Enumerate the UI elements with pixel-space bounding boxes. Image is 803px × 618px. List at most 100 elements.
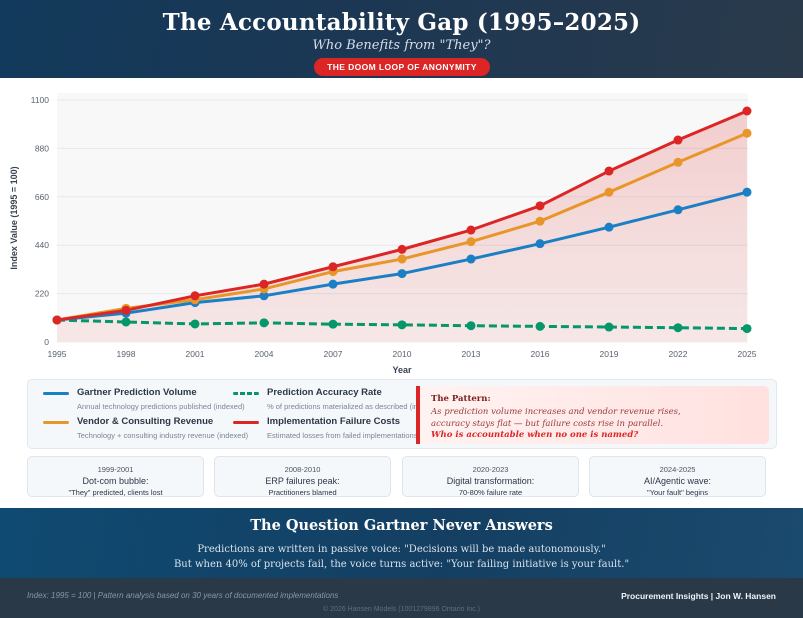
y-tick-label: 440 bbox=[35, 240, 49, 250]
timeline-detail: "They" predicted, clients lost bbox=[68, 488, 163, 497]
x-tick-label: 2022 bbox=[669, 349, 688, 359]
x-tick-label: 2016 bbox=[531, 349, 550, 359]
data-point bbox=[535, 321, 545, 331]
timeline-years: 2024-2025 bbox=[659, 465, 696, 474]
y-axis-label: Index Value (1995 = 100) bbox=[9, 166, 19, 269]
timeline-detail: Practitioners blamed bbox=[268, 488, 337, 497]
data-point bbox=[535, 201, 545, 211]
data-point bbox=[466, 225, 476, 235]
timeline-detail: "Your fault" begins bbox=[647, 488, 708, 497]
data-point bbox=[673, 205, 683, 215]
footer-copyright: © 2026 Hansen Models (1001279896 Ontario… bbox=[323, 606, 480, 613]
chart-svg: 0 220 440 660 880 1100 1995 1998 2001 2004 2007 20… bbox=[9, 93, 757, 375]
timeline-card: 2024-2025 AI/Agentic wave: "Your fault" … bbox=[589, 456, 766, 497]
data-point bbox=[328, 279, 338, 289]
data-point bbox=[328, 262, 338, 272]
timeline-headline: Dot-com bubble: bbox=[82, 476, 149, 486]
legend-title: Prediction Accuracy Rate bbox=[267, 387, 382, 398]
legend-title: Gartner Prediction Volume bbox=[77, 387, 197, 398]
series-points bbox=[52, 106, 752, 334]
footer-brand: Procurement Insights | Jon W. Hansen bbox=[621, 591, 776, 601]
data-point bbox=[535, 216, 545, 226]
data-point bbox=[604, 322, 614, 332]
timeline-card: 1999-2001 Dot-com bubble: "They" predict… bbox=[27, 456, 204, 497]
data-point bbox=[328, 319, 338, 329]
data-point bbox=[673, 323, 683, 333]
footer-note: Index: 1995 = 100 | Pattern analysis bas… bbox=[27, 591, 339, 600]
series-area-fill bbox=[57, 111, 747, 342]
data-point bbox=[466, 237, 476, 247]
data-point bbox=[259, 291, 269, 301]
page-title: The Accountability Gap (1995–2025) bbox=[162, 9, 641, 36]
legend-swatch-green-dashed bbox=[233, 392, 259, 395]
question-banner: The Question Gartner Never Answers Predi… bbox=[0, 508, 803, 578]
data-point bbox=[121, 317, 131, 327]
timeline-years: 1999-2001 bbox=[97, 465, 134, 474]
x-tick-labels: 1995 1998 2001 2004 2007 2010 2013 2016 2019 2022… bbox=[48, 349, 757, 359]
data-point bbox=[397, 244, 407, 254]
legend-swatch-blue bbox=[43, 392, 69, 395]
question-line-2: But when 40% of projects fail, the voice… bbox=[173, 559, 630, 570]
legend-swatch-orange bbox=[43, 421, 69, 424]
pattern-question: Who is accountable when no one is named? bbox=[431, 430, 639, 440]
legend-title: Implementation Failure Costs bbox=[267, 416, 401, 427]
x-tick-label: 2007 bbox=[324, 349, 343, 359]
footer: Index: 1995 = 100 | Pattern analysis bas… bbox=[0, 578, 803, 618]
data-point bbox=[259, 279, 269, 289]
timeline-card: 2008-2010 ERP failures peak: Practitione… bbox=[214, 456, 391, 497]
x-tick-label: 2019 bbox=[600, 349, 619, 359]
series-line-prediction-accuracy-rate bbox=[56, 318, 748, 331]
data-point bbox=[466, 321, 476, 331]
data-point bbox=[190, 291, 200, 301]
x-tick-label: 2013 bbox=[462, 349, 481, 359]
timeline-years: 2008-2010 bbox=[284, 465, 321, 474]
legend-desc: Estimated losses from failed implementat… bbox=[267, 431, 417, 440]
data-point bbox=[397, 269, 407, 279]
y-tick-label: 660 bbox=[35, 192, 49, 202]
x-tick-label: 1998 bbox=[117, 349, 136, 359]
timeline-headline: Digital transformation: bbox=[446, 476, 535, 486]
data-point bbox=[742, 128, 752, 138]
data-point bbox=[190, 319, 200, 329]
pattern-callout: The Pattern: As prediction volume increa… bbox=[416, 386, 769, 444]
data-point bbox=[535, 239, 545, 249]
timeline-headline: ERP failures peak: bbox=[265, 476, 340, 486]
x-tick-label: 2025 bbox=[738, 349, 757, 359]
line-chart: 0 220 440 660 880 1100 1995 1998 2001 2004 2007 20… bbox=[0, 85, 803, 377]
x-tick-label: 2010 bbox=[393, 349, 412, 359]
y-tick-labels: 0 220 440 660 880 1100 bbox=[31, 95, 50, 347]
x-tick-label: 1995 bbox=[48, 349, 67, 359]
data-point bbox=[121, 305, 131, 315]
data-point bbox=[742, 106, 752, 116]
y-tick-label: 220 bbox=[35, 289, 49, 299]
question-title: The Question Gartner Never Answers bbox=[250, 517, 553, 534]
page-subtitle: Who Benefits from "They"? bbox=[312, 38, 491, 53]
timeline-detail: 70-80% failure rate bbox=[458, 488, 523, 497]
data-point bbox=[742, 324, 752, 334]
pattern-line-2: accuracy stays flat — but failure costs … bbox=[431, 419, 664, 429]
legend-title: Vendor & Consulting Revenue bbox=[77, 416, 214, 427]
x-tick-label: 2004 bbox=[255, 349, 274, 359]
x-tick-label: 2001 bbox=[186, 349, 205, 359]
y-tick-label: 1100 bbox=[31, 95, 50, 105]
timeline-card: 2020-2023 Digital transformation: 70-80%… bbox=[402, 456, 579, 497]
series-fills bbox=[57, 111, 747, 342]
doom-loop-badge: THE DOOM LOOP OF ANONYMITY bbox=[314, 58, 490, 76]
question-line-1: Predictions are written in passive voice… bbox=[197, 544, 606, 555]
data-point bbox=[604, 187, 614, 197]
data-point bbox=[466, 254, 476, 264]
data-point bbox=[673, 157, 683, 167]
data-point bbox=[52, 315, 62, 325]
data-point bbox=[604, 166, 614, 176]
y-tick-label: 880 bbox=[35, 143, 49, 153]
pattern-body: As prediction volume increases and vendo… bbox=[431, 406, 769, 430]
data-point bbox=[259, 318, 269, 328]
data-point bbox=[673, 135, 683, 145]
data-point bbox=[742, 187, 752, 197]
pattern-line-1: As prediction volume increases and vendo… bbox=[431, 407, 681, 417]
x-axis-label: Year bbox=[392, 365, 412, 375]
legend-desc: Technology + consulting industry revenue… bbox=[77, 431, 249, 440]
timeline-years: 2020-2023 bbox=[472, 465, 509, 474]
y-tick-label: 0 bbox=[44, 337, 49, 347]
data-point bbox=[604, 222, 614, 232]
